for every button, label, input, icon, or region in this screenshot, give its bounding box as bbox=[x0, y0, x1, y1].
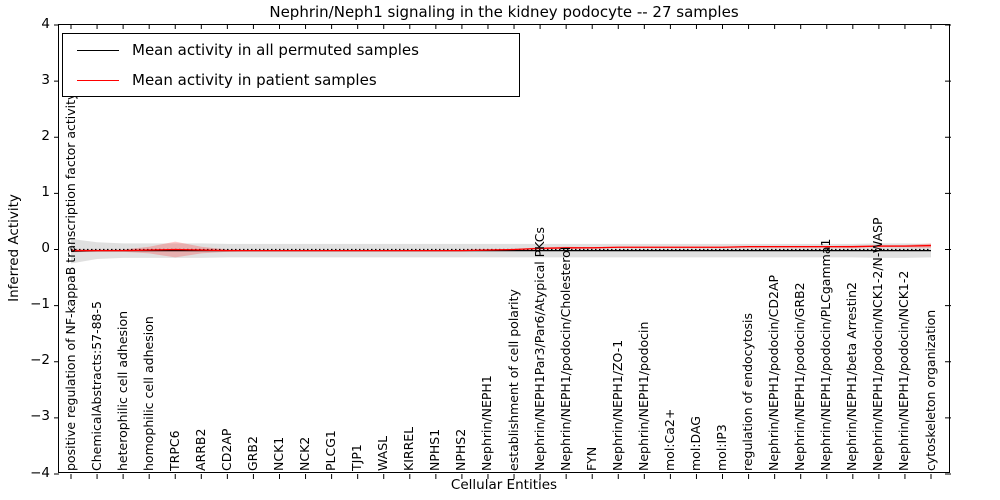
y-tick-label: 4 bbox=[41, 15, 50, 32]
x-tick-label: establishment of cell polarity bbox=[505, 289, 521, 471]
x-tick-label: WASL bbox=[375, 435, 391, 471]
x-tick-label: PLCG1 bbox=[323, 430, 339, 471]
x-tick-label: Nephrin/NEPH1/ZO-1 bbox=[609, 339, 625, 471]
x-tick-label: TJP1 bbox=[349, 444, 365, 471]
x-tick-label: Nephrin/NEPH1Par3/Par6/Atypical PKCs bbox=[531, 227, 547, 471]
x-tick-label: Nephrin/NEPH1/podocin/NCK1-2 bbox=[896, 270, 912, 471]
y-tick-label: 3 bbox=[41, 71, 50, 88]
x-tick-label: NPHS1 bbox=[427, 428, 443, 471]
y-tick-label: 0 bbox=[41, 240, 50, 256]
legend-line-sample-red bbox=[77, 79, 119, 81]
x-tick-label: ARRB2 bbox=[192, 428, 208, 471]
chart-canvas bbox=[54, 24, 951, 479]
x-tick-label: Nephrin/NEPH1/podocin/CD2AP bbox=[766, 274, 782, 471]
y-tick-label: −1 bbox=[30, 296, 50, 313]
legend-line-sample-black bbox=[77, 49, 119, 51]
x-tick-label: Nephrin/NEPH1/podocin/PLCgamma1 bbox=[818, 238, 834, 471]
y-tick-label: 1 bbox=[41, 183, 50, 200]
x-tick-label: heterophilic cell adhesion bbox=[114, 310, 130, 471]
x-tick-label: positive regulation of NF-kappaB transcr… bbox=[62, 92, 78, 471]
plot-area bbox=[54, 24, 951, 479]
legend-entry-patient: Mean activity in patient samples bbox=[63, 65, 519, 95]
x-tick-label: mol:IP3 bbox=[714, 424, 729, 471]
series-line-patient bbox=[71, 244, 932, 252]
x-tick-label: cytoskeleton organization bbox=[922, 309, 938, 471]
x-tick-label: homophilic cell adhesion bbox=[140, 316, 156, 471]
x-tick-label: regulation of endocytosis bbox=[740, 313, 756, 471]
x-tick-label: KIRREL bbox=[401, 426, 417, 471]
x-tick-label: Nephrin/NEPH1 bbox=[479, 375, 495, 471]
chart-title: Nephrin/Neph1 signaling in the kidney po… bbox=[269, 3, 739, 21]
x-tick-label: Nephrin/NEPH1/podocin/GRB2 bbox=[792, 282, 808, 471]
x-tick-label: Nephrin/NEPH1/podocin/Cholesterol bbox=[557, 246, 573, 471]
x-tick-label: Nephrin/NEPH1/beta Arrestin2 bbox=[844, 282, 860, 471]
y-tick-label: 2 bbox=[41, 127, 50, 144]
x-tick-label: GRB2 bbox=[244, 436, 260, 471]
x-tick-label: mol:DAG bbox=[687, 416, 703, 471]
legend: Mean activity in all permuted samples Me… bbox=[62, 33, 520, 97]
x-tick-label: NPHS2 bbox=[453, 428, 469, 471]
legend-label: Mean activity in all permuted samples bbox=[132, 41, 419, 59]
series-line-permuted bbox=[70, 249, 931, 252]
x-tick-label: Nephrin/NEPH1/podocin bbox=[635, 321, 651, 471]
x-tick-label: Nephrin/NEPH1/podocin/NCK1-2/N-WASP bbox=[870, 217, 886, 471]
y-tick-label: −4 bbox=[30, 464, 50, 481]
legend-label: Mean activity in patient samples bbox=[132, 71, 377, 89]
x-tick-label: NCK1 bbox=[270, 436, 286, 471]
x-tick-label: NCK2 bbox=[297, 436, 313, 471]
x-tick-label: CD2AP bbox=[218, 428, 234, 471]
x-tick-label: ChemicalAbstracts:57-88-5 bbox=[88, 301, 104, 471]
y-tick-label: −3 bbox=[30, 408, 50, 425]
x-axis-label: Cellular Entities bbox=[450, 477, 558, 493]
legend-entry-permuted: Mean activity in all permuted samples bbox=[63, 35, 519, 65]
y-tick-label: −2 bbox=[30, 352, 50, 369]
x-tick-label: mol:Ca2+ bbox=[661, 408, 677, 471]
x-tick-label: FYN bbox=[583, 446, 599, 471]
x-tick-label: TRPC6 bbox=[166, 430, 182, 471]
